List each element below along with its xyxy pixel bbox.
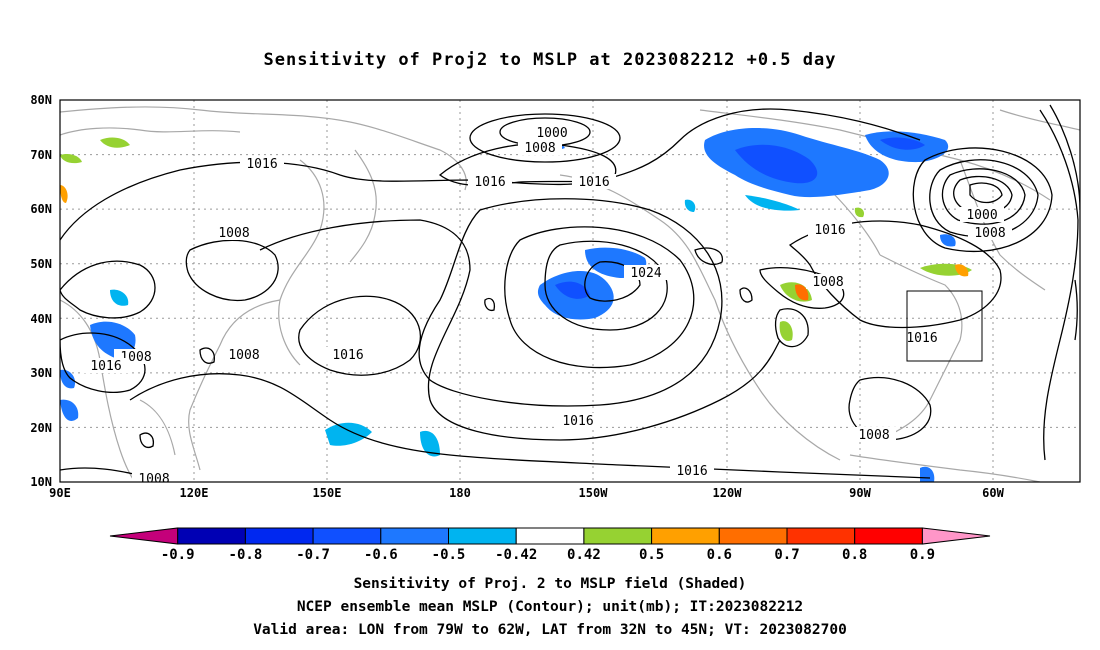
contour-label: 1008	[974, 226, 1005, 241]
longitude-labels: 90E 120E 150E 180 150W 120W 90W 60W	[49, 486, 1004, 500]
colorbar-label: 0.7	[774, 547, 799, 560]
colorbar-arrow-high	[921, 527, 991, 545]
contour-label: 1008	[858, 428, 889, 443]
contour-label: 1016	[814, 223, 845, 238]
lon-label: 120W	[713, 486, 743, 500]
colorbar-label: -0.42	[495, 547, 537, 560]
colorbar-cell	[312, 527, 382, 545]
map-frame	[59, 99, 1081, 483]
colorbar-cell	[244, 527, 314, 545]
lat-label: 30N	[30, 366, 52, 380]
colorbar-label: -0.5	[432, 547, 466, 560]
contour-label: 1016	[906, 331, 937, 346]
colorbar-cell	[651, 527, 720, 545]
lat-label: 40N	[30, 312, 52, 326]
lon-label: 150W	[579, 486, 609, 500]
caption-line-3: Valid area: LON from 79W to 62W, LAT fro…	[253, 622, 847, 638]
lat-label: 70N	[30, 148, 52, 162]
contour-label: 1008	[228, 348, 259, 363]
colorbar-label: 0.42	[567, 547, 601, 560]
contour-label: 1000	[966, 208, 997, 223]
lon-label: 120E	[180, 486, 209, 500]
contour-label: 1016	[578, 175, 609, 190]
lon-label: 90E	[49, 486, 71, 500]
sensitivity-shading	[60, 128, 972, 482]
lat-label: 10N	[30, 475, 52, 489]
sensitivity-map: 1000 1008 1016 1016 1016 1008 1024 1000 …	[30, 93, 1081, 560]
contour-label: 1008	[218, 226, 249, 241]
colorbar-label: -0.9	[161, 547, 195, 560]
lat-label: 50N	[30, 257, 52, 271]
lon-label: 90W	[849, 486, 871, 500]
colorbar-cell	[448, 527, 517, 545]
contour-label: 1000	[536, 126, 567, 141]
lon-label: 180	[449, 486, 471, 500]
colorbar-label: -0.8	[229, 547, 263, 560]
colorbar-label: 0.6	[707, 547, 732, 560]
colorbar-label: 0.9	[910, 547, 935, 560]
colorbar-cell	[786, 527, 856, 545]
valid-area-box	[906, 290, 983, 362]
contour-label: 1016	[246, 157, 277, 172]
colorbar-cell	[854, 527, 923, 545]
caption-line-2: NCEP ensemble mean MSLP (Contour); unit(…	[296, 599, 804, 615]
lat-label: 80N	[30, 93, 52, 107]
caption: Sensitivity of Proj. 2 to MSLP field (Sh…	[0, 573, 1100, 642]
colorbar-cell	[515, 527, 585, 545]
contour-label: 1008	[120, 350, 151, 365]
contour-label: 1008	[812, 275, 843, 290]
colorbar-cell	[177, 527, 246, 545]
contour-label: 1016	[332, 348, 363, 363]
contour-label: 1024	[630, 266, 661, 281]
lat-label: 20N	[30, 421, 52, 435]
lat-label: 60N	[30, 202, 52, 216]
contour-labels: 1000 1008 1016 1016 1016 1008 1024 1000 …	[84, 125, 1012, 487]
coastlines	[60, 106, 1080, 482]
contour-label: 1016	[676, 464, 707, 479]
colorbar-cell	[718, 527, 788, 545]
latitude-labels: 80N 70N 60N 50N 40N 30N 20N 10N	[30, 93, 52, 489]
colorbar-label: -0.6	[364, 547, 398, 560]
colorbar-cell	[583, 527, 653, 545]
contour-label: 1008	[138, 472, 169, 487]
lon-label: 150E	[313, 486, 342, 500]
contour-label: 1016	[90, 359, 121, 374]
colorbar: -0.9 -0.8 -0.7 -0.6 -0.5 -0.42 0.42 0.5 0.6 0.7 0.…	[109, 527, 991, 560]
colorbar-label: 0.5	[639, 547, 664, 560]
chart-title: Sensitivity of Proj2 to MSLP at 20230822…	[263, 50, 837, 70]
colorbar-label: 0.8	[842, 547, 867, 560]
contour-label: 1016	[474, 175, 505, 190]
contour-label: 1008	[524, 141, 555, 156]
caption-line-1: Sensitivity of Proj. 2 to MSLP field (Sh…	[353, 576, 747, 592]
lon-label: 60W	[982, 486, 1004, 500]
colorbar-cell	[380, 527, 449, 545]
colorbar-label: -0.7	[296, 547, 330, 560]
contour-label: 1016	[562, 414, 593, 429]
colorbar-arrow-low	[109, 527, 179, 545]
